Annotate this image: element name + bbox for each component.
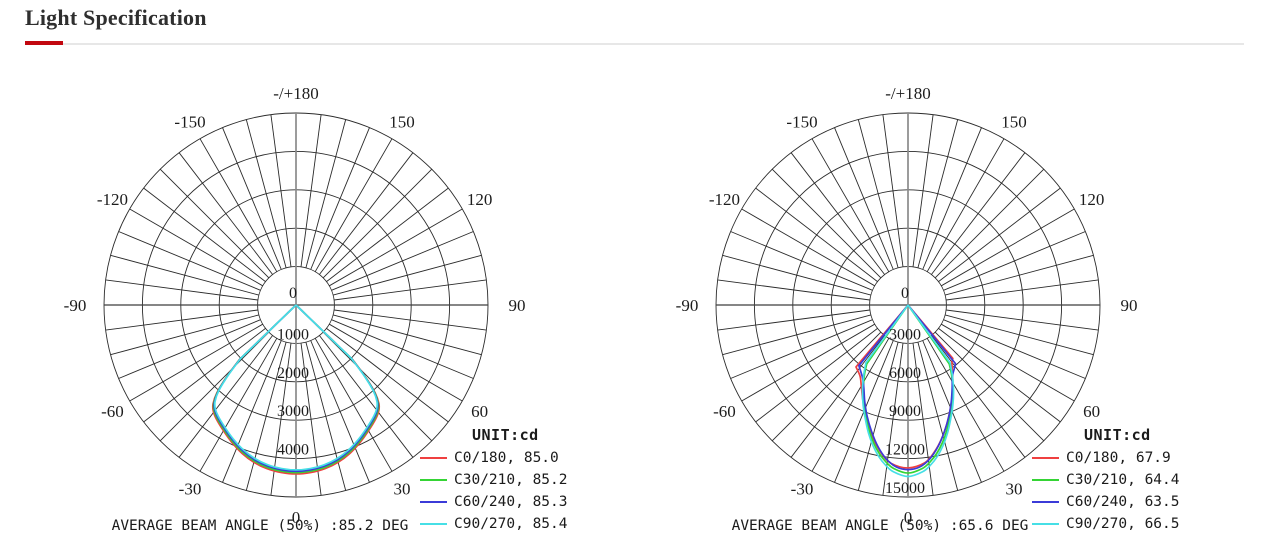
legend-item-c30-210: C30/210, 64.4 bbox=[1032, 469, 1222, 491]
angle-label--120: -120 bbox=[97, 190, 128, 209]
angle-label-120: 120 bbox=[1079, 190, 1105, 209]
series-curves bbox=[211, 304, 381, 475]
angle-label--150: -150 bbox=[786, 112, 817, 131]
legend-swatch bbox=[1032, 501, 1059, 503]
angle-label-90: 90 bbox=[509, 296, 526, 315]
ring-labels: 1000 2000 3000 4000 bbox=[277, 326, 309, 458]
ring-label: 9000 bbox=[889, 403, 921, 420]
legend-unit-label: UNIT:cd bbox=[472, 426, 539, 444]
legend-label: C30/210, 85.2 bbox=[454, 472, 568, 488]
angle-label--/+180: -/+180 bbox=[273, 84, 318, 103]
angle-labels: -/+180 150 120 90 60 30 0 -30 -60 -90 -120 -150 bbox=[64, 84, 526, 527]
angle-label--60: -60 bbox=[713, 402, 736, 421]
legend-label: C0/180, 85.0 bbox=[454, 450, 559, 466]
page-title: Light Specification bbox=[25, 5, 207, 30]
angle-label--120: -120 bbox=[709, 190, 740, 209]
legend-swatch bbox=[1032, 457, 1059, 459]
angle-label-0: 0 bbox=[292, 508, 301, 527]
angle-labels: -/+180 150 120 90 60 30 0 -30 -60 -90 -120 -150 bbox=[676, 84, 1138, 527]
angle-label--90: -90 bbox=[64, 296, 87, 315]
legend-unit-label: UNIT:cd bbox=[1084, 426, 1151, 444]
legend-item-c90-270: C90/270, 66.5 bbox=[1032, 513, 1222, 535]
legend-label: C90/270, 85.4 bbox=[454, 516, 568, 532]
angle-label--90: -90 bbox=[676, 296, 699, 315]
curve-c90-270 bbox=[213, 304, 379, 471]
angle-label-30: 30 bbox=[1006, 480, 1023, 499]
curve-c60-240 bbox=[858, 304, 957, 471]
legend-label: C30/210, 64.4 bbox=[1066, 472, 1180, 488]
ring-label: 3000 bbox=[277, 403, 309, 420]
angle-label-150: 150 bbox=[389, 112, 415, 131]
ring-label: 15000 bbox=[885, 480, 925, 497]
title-divider-accent bbox=[25, 41, 63, 45]
ring-label: 12000 bbox=[885, 442, 925, 459]
title-divider bbox=[25, 43, 1244, 45]
legend-item-c0-180: C0/180, 85.0 bbox=[420, 447, 610, 469]
legend-swatch bbox=[1032, 523, 1059, 525]
angle-label--60: -60 bbox=[101, 402, 124, 421]
legend-right: UNIT:cd C0/180, 67.9 C30/210, 64.4 C60/240… bbox=[1032, 426, 1222, 535]
legend-label: C60/240, 85.3 bbox=[454, 494, 568, 510]
legend-item-c60-240: C60/240, 85.3 bbox=[420, 491, 610, 513]
angle-label-0: 0 bbox=[904, 508, 913, 527]
angle-label-150: 150 bbox=[1001, 112, 1027, 131]
beam-angle-text-right: AVERAGE BEAM ANGLE (50%) :65.6 DEG bbox=[731, 518, 1029, 534]
legend-swatch bbox=[420, 501, 447, 503]
ring-labels: 3000 6000 9000 12000 15000 bbox=[885, 326, 925, 497]
angle-label--30: -30 bbox=[791, 480, 814, 499]
legend-item-c60-240: C60/240, 63.5 bbox=[1032, 491, 1222, 513]
legend-left: UNIT:cd C0/180, 85.0 C30/210, 85.2 C60/240… bbox=[420, 426, 610, 535]
curve-c30-210 bbox=[862, 304, 954, 474]
ring-label: 4000 bbox=[277, 442, 309, 459]
legend-swatch bbox=[420, 479, 447, 481]
series-curves bbox=[855, 304, 957, 478]
legend-label: C60/240, 63.5 bbox=[1066, 494, 1180, 510]
ring-label: 6000 bbox=[889, 365, 921, 382]
beam-angle-text-left: AVERAGE BEAM ANGLE (50%) :85.2 DEG bbox=[111, 518, 409, 534]
angle-label-60: 60 bbox=[471, 402, 488, 421]
ring-label: 2000 bbox=[277, 365, 309, 382]
ring-label: 3000 bbox=[889, 326, 921, 343]
angle-label-90: 90 bbox=[1121, 296, 1138, 315]
legend-item-c0-180: C0/180, 67.9 bbox=[1032, 447, 1222, 469]
curve-c90-270 bbox=[861, 304, 955, 478]
center-zero-label: 0 bbox=[289, 285, 297, 302]
angle-label-60: 60 bbox=[1083, 402, 1100, 421]
legend-swatch bbox=[420, 523, 447, 525]
angle-label-30: 30 bbox=[394, 480, 411, 499]
center-zero-label: 0 bbox=[901, 285, 909, 302]
legend-swatch bbox=[1032, 479, 1059, 481]
angle-label--/+180: -/+180 bbox=[885, 84, 930, 103]
legend-swatch bbox=[420, 457, 447, 459]
angle-label--150: -150 bbox=[174, 112, 205, 131]
legend-label: C90/270, 66.5 bbox=[1066, 516, 1180, 532]
angle-label--30: -30 bbox=[179, 480, 202, 499]
angle-label-120: 120 bbox=[467, 190, 493, 209]
legend-label: C0/180, 67.9 bbox=[1066, 450, 1171, 466]
legend-item-c30-210: C30/210, 85.2 bbox=[420, 469, 610, 491]
polar-chart-right: 3000 6000 9000 12000 15000 0 -/+180 150 120 90 60 3… bbox=[676, 84, 1138, 527]
legend-item-c90-270: C90/270, 85.4 bbox=[420, 513, 610, 535]
polar-chart-left: 10002000300040000-/+1801501209060300-30-… bbox=[64, 84, 526, 527]
ring-label: 1000 bbox=[277, 326, 309, 343]
